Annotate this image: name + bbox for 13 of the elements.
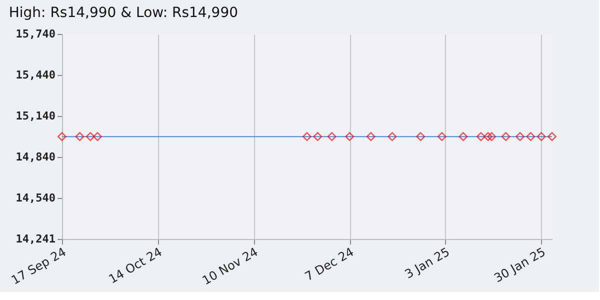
x-tick-label: 10 Nov 24 <box>200 244 260 288</box>
y-tick-label: 15,140 <box>16 110 56 123</box>
x-tick-label: 30 Jan 25 <box>492 244 548 286</box>
y-tick-label: 15,440 <box>16 68 56 82</box>
chart-title: High: Rs14,990 & Low: Rs14,990 <box>8 5 238 21</box>
y-tick-label: 15,740 <box>16 28 56 40</box>
x-tick-label: 17 Sep 24 <box>8 244 68 288</box>
y-tick-label: 14,540 <box>16 192 56 205</box>
y-tick-label: 14,840 <box>16 150 56 164</box>
y-tick-label: 14,241 <box>16 232 56 246</box>
x-tick-label: 14 Oct 24 <box>106 244 164 286</box>
x-tick-label: 3 Jan 25 <box>402 244 452 282</box>
x-tick-label: 7 Dec 24 <box>302 244 356 284</box>
